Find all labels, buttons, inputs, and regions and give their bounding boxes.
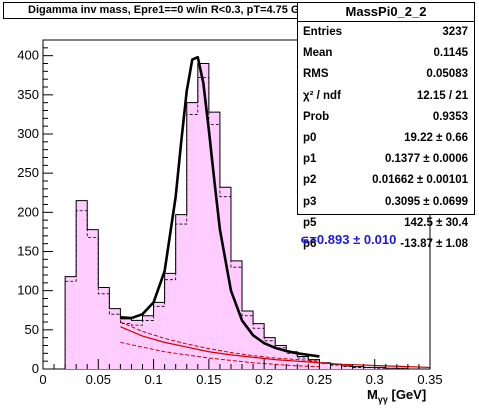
x-tick-label: 0.35 (417, 372, 442, 387)
histogram-bar (109, 308, 121, 369)
efficiency-label: ∊=0.893 ± 0.010 (300, 232, 397, 247)
histogram-bar (330, 364, 342, 369)
y-tick-label: 50 (25, 322, 39, 337)
x-axis-label: Mγγ [GeV] (367, 387, 426, 405)
x-axis-label-main: M (367, 387, 378, 402)
stats-label: RMS (303, 68, 329, 81)
stats-value: 0.9353 (432, 110, 468, 123)
histogram-bar (264, 337, 276, 369)
histogram-bar (308, 359, 320, 369)
stats-label: Mean (303, 47, 333, 60)
stats-label: p2 (303, 174, 317, 187)
histogram-bar (297, 356, 309, 369)
stats-row: Mean 0.1145 (298, 43, 474, 64)
stats-box: MassPi0_2_2 Entries 3237 Mean 0.1145 RMS 0.05… (297, 2, 475, 250)
x-tick-label: 0.15 (196, 372, 221, 387)
y-tick-label: 400 (17, 48, 39, 63)
plot-title: Digamma inv mass, Epre1==0 w/in R<0.3, p… (3, 2, 338, 19)
histogram-bar (208, 112, 220, 370)
stats-label: p5 (303, 216, 317, 229)
y-tick-label: 300 (17, 126, 39, 141)
stats-value: 3237 (442, 26, 468, 38)
stats-value: -13.87 ± 1.08 (400, 237, 468, 250)
histogram-bar (319, 362, 331, 369)
stats-value: 0.01662 ± 0.00101 (372, 174, 468, 187)
histogram-bar (153, 302, 165, 369)
stats-value: 0.1377 ± 0.0006 (384, 153, 468, 166)
histogram-bar (65, 276, 77, 369)
stats-label: p6 (303, 237, 317, 250)
histogram-dashed-outline (43, 77, 430, 370)
stats-label: χ² / ndf (303, 89, 341, 102)
histogram-bar (275, 345, 287, 369)
stats-value: 12.15 / 21 (416, 89, 468, 102)
stats-value: 142.5 ± 30.4 (404, 216, 468, 229)
histogram-bar (87, 229, 99, 369)
stats-row: p1 0.1377 ± 0.0006 (298, 149, 474, 170)
x-tick-label: 0.3 (366, 372, 384, 387)
stats-label: p3 (303, 195, 317, 208)
histogram-bar (341, 365, 353, 369)
background-fit-curve (120, 326, 431, 369)
stats-rows: Entries 3237 Mean 0.1145 RMS 0.05083 χ² / ndf 1… (298, 22, 474, 255)
y-tick-label: 350 (17, 87, 39, 102)
stats-label: Prob (303, 110, 330, 123)
stats-row: p3 0.3095 ± 0.0699 (298, 192, 474, 213)
histogram-bar (76, 200, 88, 369)
stats-value: 0.05083 (426, 68, 468, 81)
y-tick-label: 200 (17, 204, 39, 219)
histogram-bar (186, 102, 198, 370)
stats-row: Prob 0.9353 (298, 107, 474, 128)
stats-label: Entries (303, 26, 342, 38)
histogram-bar (253, 323, 265, 369)
stats-row: p6 -13.87 ± 1.08 (298, 234, 474, 255)
y-tick-label: 150 (17, 244, 39, 259)
total-fit-curve (120, 55, 320, 358)
y-tick-label: 250 (17, 165, 39, 180)
stats-name: MassPi0_2_2 (298, 3, 474, 22)
x-tick-label: 0.05 (86, 372, 111, 387)
x-tick-label: 0.25 (307, 372, 332, 387)
x-axis-label-unit: [GeV] (391, 387, 427, 402)
histogram-bar (230, 260, 243, 369)
histogram-bar (131, 320, 143, 369)
x-axis-label-sub: γγ (377, 394, 388, 405)
x-tick-label: 0 (39, 372, 46, 387)
stats-row: χ² / ndf 12.15 / 21 (298, 86, 474, 107)
stats-row: Entries 3237 (298, 22, 474, 43)
y-tick-label: 100 (17, 283, 39, 298)
y-tick-label: 0 (32, 361, 39, 376)
histogram-bar (142, 315, 154, 369)
histogram-bar (197, 63, 209, 369)
histogram-bar (219, 187, 231, 369)
x-tick-label: 0.2 (255, 372, 273, 387)
stats-value: 0.3095 ± 0.0699 (384, 195, 468, 208)
stats-row: p2 0.01662 ± 0.00101 (298, 170, 474, 191)
stats-row: RMS 0.05083 (298, 64, 474, 85)
background-band-lower (120, 341, 320, 368)
background-band-upper (120, 321, 320, 362)
histogram-bar (164, 273, 176, 369)
histogram-bar (363, 367, 375, 369)
histogram-bar (98, 287, 110, 369)
stats-label: p0 (303, 131, 317, 144)
histogram-bar (120, 318, 132, 369)
stats-label: p1 (303, 153, 317, 166)
stats-value: 0.1145 (433, 47, 468, 60)
stats-row: p5 142.5 ± 30.4 (298, 213, 474, 234)
histogram-bar (175, 214, 187, 369)
x-tick-label: 0.1 (145, 372, 163, 387)
stats-value: 19.22 ± 0.66 (404, 131, 468, 144)
stats-row: p0 19.22 ± 0.66 (298, 128, 474, 149)
histogram-bar (242, 311, 254, 369)
